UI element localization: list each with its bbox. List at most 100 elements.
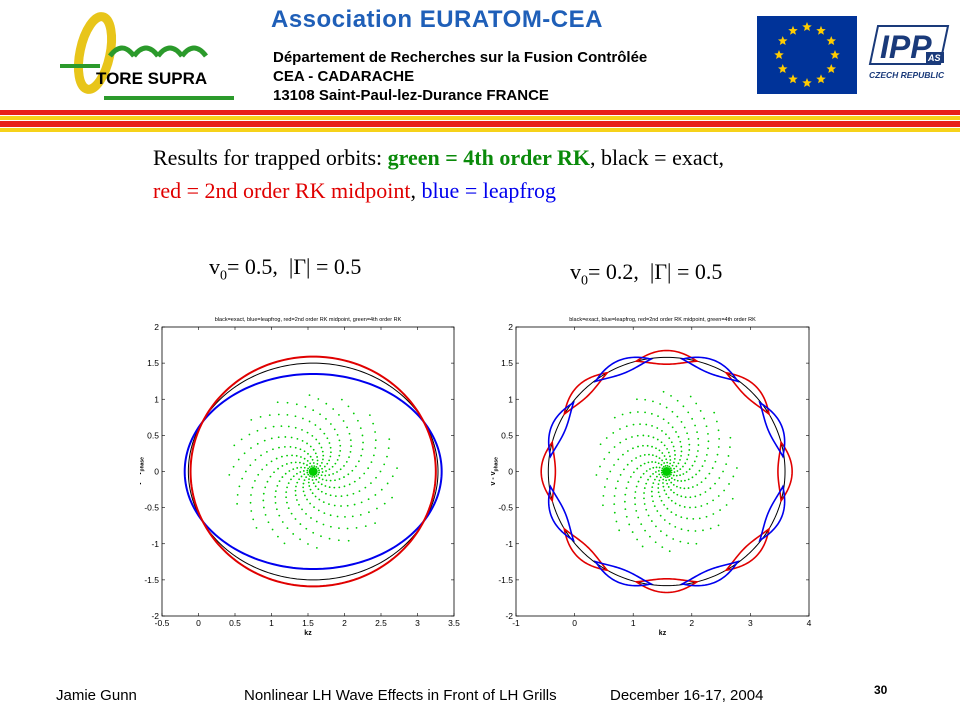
tore-supra-logo — [60, 12, 234, 100]
footer-talk-title: Nonlinear LH Wave Effects in Front of LH… — [244, 687, 557, 704]
dot-point — [336, 433, 339, 436]
dot-point — [603, 486, 606, 488]
dot-point — [654, 541, 657, 544]
dot-point — [649, 535, 651, 538]
dot-point — [277, 535, 279, 538]
dot-point — [663, 519, 666, 521]
dot-point — [274, 490, 277, 493]
eu-star-icon — [816, 74, 826, 84]
eu-flag-icon — [757, 16, 857, 94]
dot-point — [336, 471, 338, 473]
dot-point — [254, 458, 257, 461]
dot-point — [272, 448, 274, 451]
dot-point — [660, 463, 663, 466]
dot-point — [338, 478, 341, 480]
dot-point — [687, 478, 690, 481]
series-2nd-order-RK-midpoint-curve — [189, 355, 437, 588]
dot-point — [663, 503, 665, 506]
dot-point — [655, 475, 658, 478]
dot-point — [305, 512, 307, 515]
dot-point — [294, 461, 297, 464]
dot-point — [292, 468, 295, 471]
dot-point — [367, 498, 370, 501]
dot-point — [626, 463, 629, 466]
dot-point — [314, 424, 317, 426]
dot-point — [624, 508, 627, 510]
dot-point — [312, 531, 315, 534]
dot-point — [662, 485, 665, 488]
dot-point — [666, 461, 669, 464]
dot-point — [644, 411, 646, 414]
dot-point — [636, 411, 639, 413]
dot-point — [634, 503, 637, 506]
dot-point — [670, 441, 673, 444]
dot-point — [669, 459, 672, 461]
dot-point — [301, 439, 304, 442]
dot-point — [613, 503, 616, 506]
dot-point — [643, 497, 645, 500]
dot-point — [670, 499, 673, 502]
headline-intro: Results for trapped orbits: — [153, 145, 388, 170]
series-4th-order-RK-dots — [228, 394, 398, 549]
dot-point — [380, 488, 383, 491]
dot-point — [697, 444, 700, 446]
dot-point — [682, 473, 685, 475]
dot-point — [698, 517, 701, 520]
dot-point — [322, 458, 324, 461]
dot-point — [349, 450, 352, 453]
dot-point — [323, 512, 326, 515]
dot-point — [709, 487, 712, 490]
dot-point — [695, 542, 698, 545]
dot-point — [396, 467, 398, 470]
dot-point — [687, 487, 690, 489]
dot-point — [668, 479, 671, 481]
dot-point — [708, 472, 711, 475]
dot-point — [666, 447, 668, 450]
dot-point — [632, 471, 635, 474]
dot-point — [391, 496, 393, 499]
dot-point — [319, 428, 322, 431]
dot-point — [707, 447, 709, 450]
dot-point — [320, 446, 323, 449]
dot-point — [298, 478, 301, 481]
series-exact-curve — [187, 362, 439, 581]
dot-point — [309, 475, 311, 478]
dot-point — [668, 550, 671, 553]
dot-point — [262, 492, 265, 495]
dot-point — [313, 465, 316, 468]
x-tick-label: -1 — [512, 618, 520, 628]
dot-point — [629, 411, 632, 414]
dot-point — [676, 399, 679, 402]
dot-point — [702, 529, 704, 532]
dot-point — [675, 431, 677, 433]
eu-star-icon — [778, 36, 788, 46]
dot-point — [290, 436, 293, 439]
island-curve — [540, 440, 557, 503]
dot-point — [599, 443, 602, 446]
dot-point — [316, 459, 319, 462]
dot-point — [625, 438, 627, 441]
dot-point — [731, 497, 734, 500]
x-axis-label: kz — [304, 630, 312, 637]
y-tick-label: 0 — [508, 467, 513, 477]
dot-point — [670, 481, 673, 484]
dot-point — [718, 437, 721, 440]
y-tick-label: 1 — [508, 394, 513, 404]
dot-point — [372, 422, 375, 425]
dot-point — [640, 523, 643, 526]
dot-point — [665, 458, 668, 461]
dot-point — [665, 406, 668, 409]
dot-point — [680, 421, 683, 423]
dot-point — [296, 472, 298, 475]
y-tick-label: 0.5 — [147, 430, 159, 440]
dot-point — [650, 520, 653, 522]
dot-point — [651, 486, 654, 489]
dot-point — [651, 454, 654, 457]
dot-point — [302, 482, 305, 485]
dot-point — [705, 425, 708, 428]
dot-point — [281, 465, 284, 467]
dot-point — [699, 493, 702, 496]
eu-star-icon — [788, 25, 798, 35]
eu-star-icon — [778, 64, 788, 74]
dot-point — [626, 450, 629, 452]
